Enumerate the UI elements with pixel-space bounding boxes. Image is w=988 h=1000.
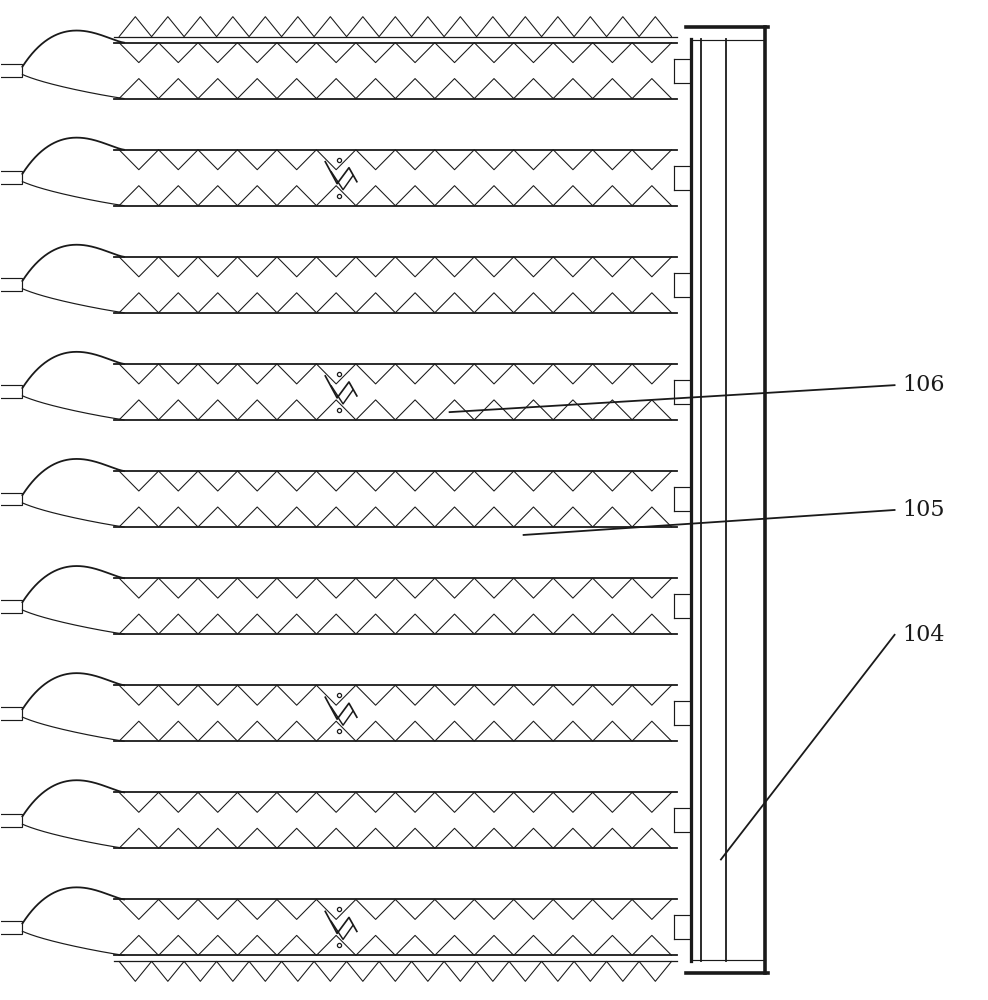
Bar <box>0 64 23 77</box>
Text: 105: 105 <box>902 499 945 521</box>
Bar <box>0 814 23 827</box>
Bar <box>0 171 23 184</box>
Bar <box>0 921 23 934</box>
Bar <box>0 278 23 291</box>
Bar <box>0 385 23 398</box>
Bar <box>0 600 23 613</box>
Bar <box>0 493 23 505</box>
Text: 104: 104 <box>902 624 945 646</box>
Bar <box>0 707 23 720</box>
Text: 106: 106 <box>902 374 945 396</box>
